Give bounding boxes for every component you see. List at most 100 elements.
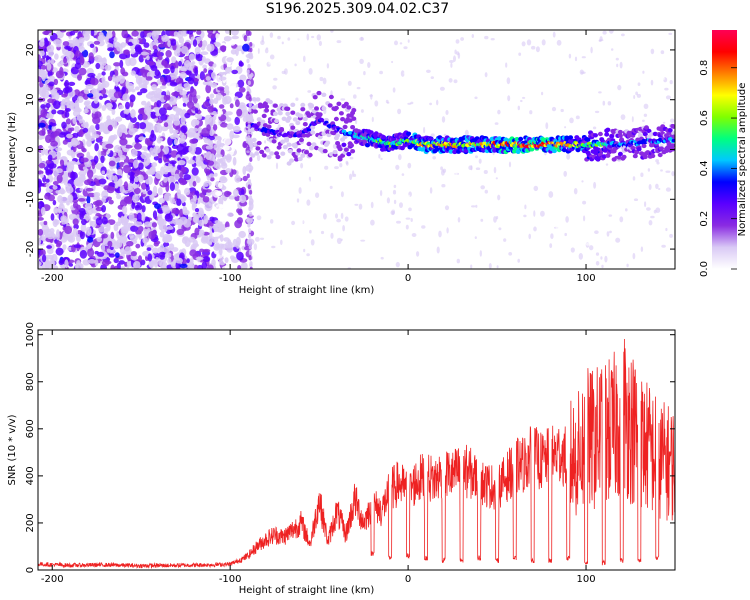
spectrogram-cell [271, 139, 277, 144]
spectrogram-cell [333, 72, 337, 79]
spectrogram-cell [195, 54, 204, 62]
spectrogram-cell [316, 90, 322, 96]
spectrogram-cell [161, 60, 168, 66]
spectrogram-cell [86, 151, 91, 159]
spectrogram-cell [636, 147, 642, 152]
spectrogram-cell [248, 102, 252, 108]
spectrogram-cell [111, 108, 116, 115]
spectrogram-cell [545, 122, 549, 130]
spectrogram-cell [130, 70, 136, 76]
spectrogram-cell [247, 63, 251, 69]
spectrogram-cell [201, 127, 210, 137]
spectrogram-cell [143, 147, 149, 152]
spectrogram-cell [236, 108, 243, 117]
spectrogram-cell [655, 183, 659, 189]
spectrogram-cell [605, 127, 611, 132]
spectrogram-cell [482, 106, 488, 113]
spectrogram-cell [100, 36, 105, 41]
spectrogram-cell [243, 35, 248, 42]
spectrogram-cell [482, 198, 487, 201]
spectrogram-cell [310, 125, 316, 130]
spectrogram-cell [668, 32, 673, 36]
spectrogram-cell [78, 67, 87, 76]
spectrogram-cell [540, 210, 545, 217]
spectrogram-cell [38, 162, 46, 169]
spectrogram-cell [113, 174, 118, 184]
spectrogram-cell [64, 225, 73, 235]
spectrogram-cell [367, 158, 371, 165]
spectrogram-cell [411, 233, 417, 237]
spectrogram-cell [340, 98, 346, 101]
spectrogram-cell [84, 213, 90, 222]
spectrogram-cell [70, 171, 76, 181]
spectrogram-cell [40, 108, 48, 118]
spectrogram-cell [671, 134, 675, 139]
spectrogram-cell [649, 132, 654, 137]
spectrogram-cell [351, 116, 357, 121]
spectrogram-cell [135, 75, 143, 85]
spectrogram-cell [183, 218, 192, 228]
spectrogram-cell [396, 220, 401, 224]
spectrogram-cell [495, 177, 498, 180]
spectrogram-cell [346, 151, 352, 157]
spectrogram-cell [247, 140, 252, 146]
spectrogram-cell [218, 196, 224, 206]
spectrogram-cell [497, 136, 503, 141]
spectrogram-cell [272, 103, 278, 108]
spectrogram-cell [158, 259, 162, 266]
spectrogram-cell [536, 257, 541, 262]
spectrogram-cell [405, 246, 409, 251]
spectrogram-cell [405, 217, 411, 220]
spectrogram-cell [551, 106, 557, 112]
spectrogram-cell [187, 159, 196, 164]
spectrogram-cell [496, 265, 499, 269]
spectrogram-cell [118, 128, 123, 137]
spectrogram-cell [61, 121, 67, 129]
spectrogram-cell [101, 71, 106, 76]
spectrogram-cell [336, 218, 341, 223]
spectrogram-cell [285, 106, 291, 112]
chart-title: S196.2025.309.04.02.C37 [265, 1, 450, 17]
spectrogram-cell [357, 256, 360, 264]
y-tick-label: 800 [25, 372, 36, 391]
spectrogram-cell [470, 264, 473, 269]
spectrogram-cell [230, 49, 237, 55]
spectrogram-cell [355, 166, 357, 169]
spectrogram-cell [151, 247, 159, 254]
spectrogram-cell [395, 164, 400, 170]
spectrogram-cell [367, 62, 371, 68]
spectrogram-cell [203, 218, 208, 225]
spectrogram-cell [380, 157, 383, 160]
spectrogram-cells [38, 30, 675, 269]
spectrogram-cell [566, 153, 571, 160]
spectrogram-cell [116, 194, 122, 200]
spectrogram-cell [123, 49, 130, 56]
spectrogram-cell [307, 90, 312, 93]
spectrogram-cell [149, 193, 155, 201]
spectrogram-cell [223, 237, 230, 242]
spectrogram-cell [187, 77, 195, 85]
spectrogram-cell [274, 118, 280, 124]
spectrogram-cell [228, 195, 236, 200]
spectrogram-cell [195, 256, 204, 261]
spectrogram-cell [368, 73, 374, 77]
spectrogram-cell [487, 125, 490, 129]
spectrogram-cell [351, 106, 355, 109]
spectrogram-cell [360, 109, 364, 113]
spectrogram-cell [249, 151, 253, 157]
spectrogram-cell [379, 70, 383, 75]
spectrogram-cell [385, 99, 389, 104]
spectrogram-cell [74, 125, 80, 133]
spectrogram-cell [256, 154, 261, 162]
snr-series [38, 338, 675, 569]
spectrogram-cell [113, 39, 118, 48]
spectrogram-cell [124, 144, 133, 149]
spectrogram-cell [144, 64, 151, 71]
spectrogram-cell [259, 237, 265, 240]
spectrogram-cell [475, 155, 478, 159]
spectrogram-cell [90, 30, 95, 36]
spectrogram-cell [65, 108, 71, 112]
spectrogram-cell [147, 190, 153, 196]
spectrogram-cell [251, 97, 257, 102]
x-tick-label: -100 [219, 273, 242, 284]
